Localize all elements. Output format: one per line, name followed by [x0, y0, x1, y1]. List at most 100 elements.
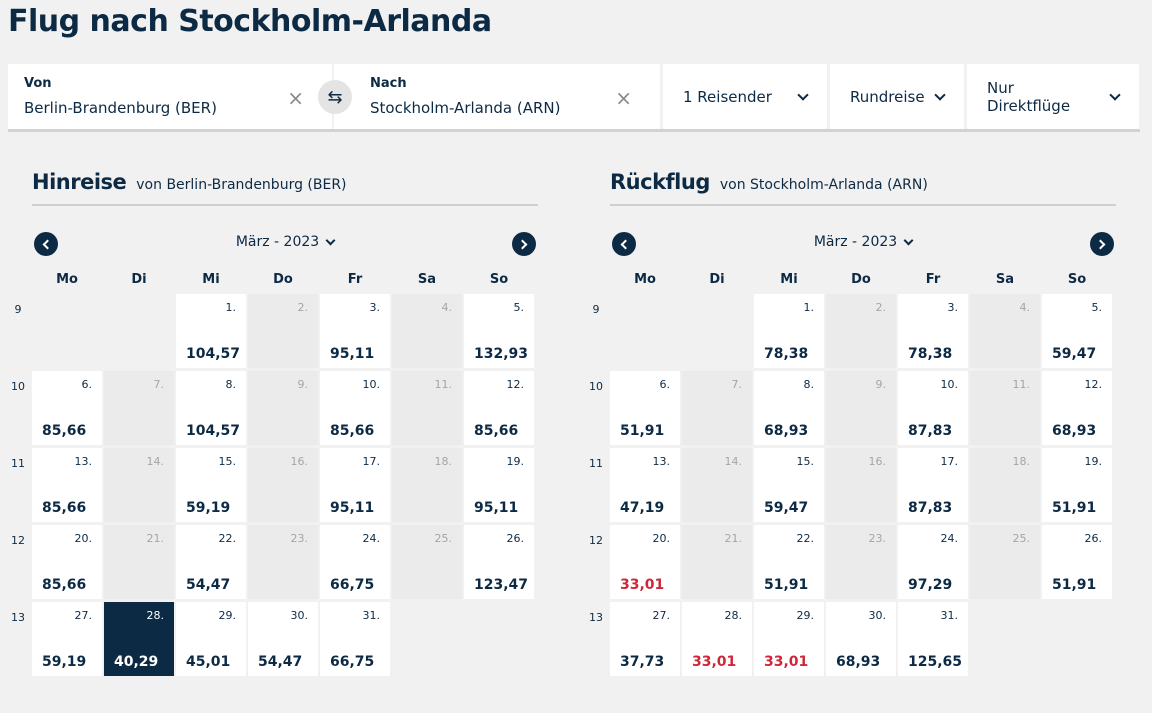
day-number: 15.	[796, 455, 815, 468]
destination-field[interactable]: Nach Stockholm-Arlanda (ARN) ×	[334, 64, 660, 129]
calendar-day[interactable]: 27. 59,19	[32, 602, 102, 676]
calendar-day[interactable]: 3. 78,38	[898, 294, 968, 368]
calendar-day: 11.	[970, 371, 1040, 445]
travelers-dropdown[interactable]: 1 Reisender	[663, 64, 827, 129]
day-number: 30.	[290, 609, 309, 622]
day-number: 11.	[434, 378, 453, 391]
calendar-day: 18.	[970, 448, 1040, 522]
calendar-day[interactable]: 1. 104,57	[176, 294, 246, 368]
day-price: 78,38	[908, 346, 953, 362]
day-number: 16.	[868, 455, 887, 468]
clear-destination-icon[interactable]: ×	[615, 86, 632, 110]
day-price: 123,47	[474, 577, 529, 593]
day-number: 19.	[1084, 455, 1103, 468]
calendar-day[interactable]: 5. 59,47	[1042, 294, 1112, 368]
calendar-day[interactable]: 24. 66,75	[320, 525, 390, 599]
day-number: 15.	[218, 455, 237, 468]
day-price: 51,91	[764, 577, 809, 593]
week-number: 12	[11, 534, 25, 547]
weekday-label: Sa	[417, 272, 437, 287]
day-number: 10.	[940, 378, 959, 391]
calendar-day[interactable]: 3. 95,11	[320, 294, 390, 368]
day-price: 59,19	[42, 654, 87, 670]
calendar-day[interactable]: 6. 51,91	[610, 371, 680, 445]
month-selector[interactable]: März - 2023	[32, 234, 538, 250]
calendar-day[interactable]: 30. 54,47	[248, 602, 318, 676]
day-price: 78,38	[764, 346, 809, 362]
calendar-day[interactable]: 29. 33,01	[754, 602, 824, 676]
week-number: 11	[589, 457, 603, 470]
week-number: 9	[592, 303, 600, 316]
calendar-day[interactable]: 8. 104,57	[176, 371, 246, 445]
day-number: 7.	[731, 378, 743, 391]
swap-icon: ⇆	[327, 86, 343, 108]
calendar-day[interactable]: 15. 59,19	[176, 448, 246, 522]
calendar-day[interactable]: 13. 47,19	[610, 448, 680, 522]
calendar-day[interactable]: 22. 54,47	[176, 525, 246, 599]
outbound-calendar: Hinreise von Berlin-Brandenburg (BER) Mä…	[11, 170, 538, 684]
calendar-day[interactable]: 17. 95,11	[320, 448, 390, 522]
clear-origin-icon[interactable]: ×	[287, 86, 304, 110]
day-number: 28.	[146, 609, 165, 622]
calendar-day[interactable]: 10. 87,83	[898, 371, 968, 445]
chevron-down-icon	[934, 88, 946, 101]
day-number: 13.	[74, 455, 93, 468]
origin-field[interactable]: Von Berlin-Brandenburg (BER) ×	[8, 64, 332, 129]
swap-airports-button[interactable]: ⇆	[318, 80, 352, 114]
calendar-day[interactable]: 8. 68,93	[754, 371, 824, 445]
calendar-day[interactable]: 19. 95,11	[464, 448, 534, 522]
day-number: 19.	[506, 455, 525, 468]
day-price: 68,93	[836, 654, 881, 670]
day-number: 17.	[940, 455, 959, 468]
calendar-day[interactable]: 12. 68,93	[1042, 371, 1112, 445]
calendar-day[interactable]: 20. 85,66	[32, 525, 102, 599]
weekday-label: Fr	[347, 272, 363, 287]
calendar-day[interactable]: 20. 33,01	[610, 525, 680, 599]
day-number: 13.	[652, 455, 671, 468]
outbound-subtitle: von Berlin-Brandenburg (BER)	[136, 177, 347, 193]
calendar-day[interactable]: 19. 51,91	[1042, 448, 1112, 522]
calendar-day[interactable]: 31. 125,65	[898, 602, 968, 676]
month-label: März - 2023	[235, 234, 320, 250]
direct-flights-dropdown[interactable]: Nur Direktflüge	[967, 64, 1139, 129]
day-number: 16.	[290, 455, 309, 468]
weekday-header: Mo Di Mi Do Fr Sa So	[32, 272, 538, 294]
day-number: 9.	[875, 378, 887, 391]
calendar-day: 2.	[826, 294, 896, 368]
calendar-day[interactable]: 17. 87,83	[898, 448, 968, 522]
calendar-day[interactable]: 10. 85,66	[320, 371, 390, 445]
trip-type-dropdown[interactable]: Rundreise	[830, 64, 964, 129]
calendar-day[interactable]: 22. 51,91	[754, 525, 824, 599]
day-price: 87,83	[908, 423, 953, 439]
day-number: 9.	[297, 378, 309, 391]
calendar-day-selected[interactable]: 28. 40,29	[104, 602, 174, 676]
calendar-day[interactable]: 27. 37,73	[610, 602, 680, 676]
calendar-day[interactable]: 28. 33,01	[682, 602, 752, 676]
calendar-day[interactable]: 13. 85,66	[32, 448, 102, 522]
outbound-header: Hinreise von Berlin-Brandenburg (BER)	[32, 170, 538, 206]
calendar-day: 9.	[248, 371, 318, 445]
calendar-day[interactable]: 24. 97,29	[898, 525, 968, 599]
calendar-day[interactable]: 12. 85,66	[464, 371, 534, 445]
calendar-day[interactable]: 29. 45,01	[176, 602, 246, 676]
next-month-button[interactable]	[512, 232, 536, 256]
calendar-day[interactable]: 30. 68,93	[826, 602, 896, 676]
day-number: 4.	[1019, 301, 1031, 314]
day-price: 33,01	[620, 577, 665, 593]
next-month-button[interactable]	[1090, 232, 1114, 256]
calendar-day[interactable]: 15. 59,47	[754, 448, 824, 522]
calendar-day[interactable]: 31. 66,75	[320, 602, 390, 676]
day-price: 37,73	[620, 654, 665, 670]
destination-value[interactable]: Stockholm-Arlanda (ARN)	[370, 99, 561, 117]
calendar-day[interactable]: 26. 123,47	[464, 525, 534, 599]
calendar-day: 25.	[970, 525, 1040, 599]
calendar-day[interactable]: 6. 85,66	[32, 371, 102, 445]
prev-month-button[interactable]	[612, 232, 636, 256]
calendar-day[interactable]: 26. 51,91	[1042, 525, 1112, 599]
prev-month-button[interactable]	[34, 232, 58, 256]
calendar-day[interactable]: 5. 132,93	[464, 294, 534, 368]
origin-value[interactable]: Berlin-Brandenburg (BER)	[24, 99, 217, 117]
month-selector[interactable]: März - 2023	[610, 234, 1116, 250]
day-number: 2.	[875, 301, 887, 314]
calendar-day[interactable]: 1. 78,38	[754, 294, 824, 368]
